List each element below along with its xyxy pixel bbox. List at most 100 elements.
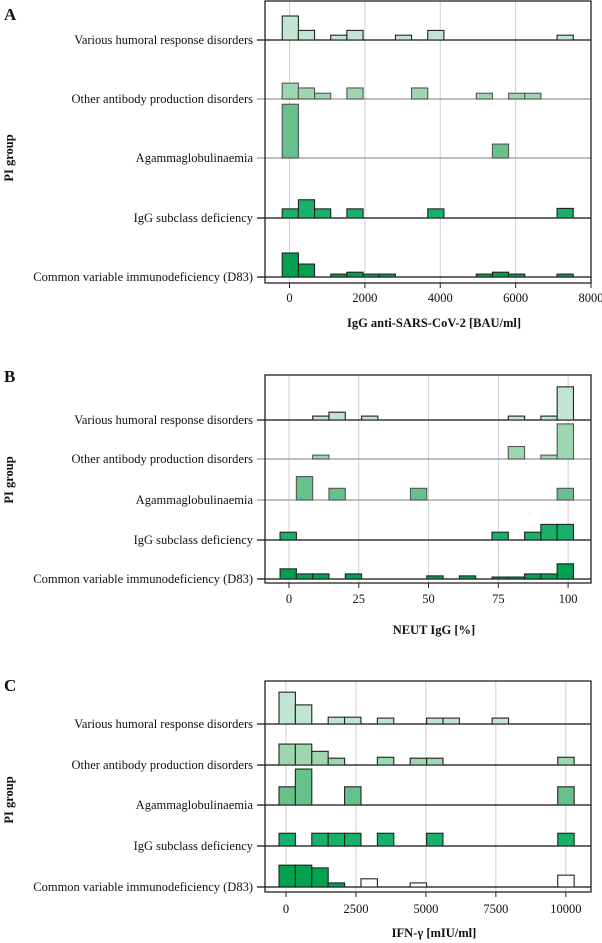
histogram-bar xyxy=(475,273,493,278)
plot-frame xyxy=(264,0,592,284)
x-tick-label: 6000 xyxy=(503,291,528,305)
x-axis-title: NEUT IgG [%] xyxy=(393,623,475,637)
histogram-bar xyxy=(344,786,362,806)
histogram-bar xyxy=(491,531,509,541)
histogram-bar xyxy=(376,756,395,766)
row-label: Other antibody production disorders xyxy=(71,452,253,466)
x-tick-label: 100 xyxy=(559,592,578,606)
x-tick-label: 8000 xyxy=(579,291,602,305)
histogram-bar xyxy=(360,878,378,888)
histogram-bar xyxy=(427,208,445,219)
histogram-bar xyxy=(328,411,346,421)
histogram-bar xyxy=(297,263,316,278)
histogram-bar xyxy=(540,573,558,580)
histogram-bar xyxy=(524,531,542,541)
row-label: Other antibody production disorders xyxy=(71,758,253,772)
histogram-bar xyxy=(346,29,364,41)
histogram-bar xyxy=(279,531,297,541)
x-tick-label: 0 xyxy=(286,291,292,305)
histogram-bar xyxy=(491,143,510,159)
histogram-bar xyxy=(557,874,575,888)
ridge-row: IgG subclass deficiency xyxy=(134,199,591,225)
y-axis-title: PI group xyxy=(2,134,16,181)
row-label: Agammaglobulinaemia xyxy=(136,798,254,812)
histogram-bar xyxy=(327,757,346,766)
row-label: IgG subclass deficiency xyxy=(134,533,254,547)
histogram-bar xyxy=(378,273,396,278)
histogram-bar xyxy=(556,386,575,421)
histogram-bar xyxy=(556,487,575,501)
x-tick-label: 50 xyxy=(422,592,435,606)
histogram-bar xyxy=(312,573,330,580)
row-label: Common variable immunodeficiency (D83) xyxy=(33,880,253,894)
panel-letter: C xyxy=(4,676,16,695)
histogram-bar xyxy=(294,704,313,725)
histogram-bar xyxy=(557,832,575,847)
histogram-bar xyxy=(540,523,558,541)
histogram-bar xyxy=(295,476,314,501)
x-tick-label: 4000 xyxy=(428,291,453,305)
histogram-bar xyxy=(507,415,526,421)
histogram-bar xyxy=(297,87,316,100)
x-tick-label: 75 xyxy=(492,592,505,606)
histogram-bar xyxy=(314,208,332,219)
row-label: Common variable immunodeficiency (D83) xyxy=(33,572,253,586)
histogram-bar xyxy=(361,415,379,421)
histogram-bar xyxy=(362,273,380,278)
histogram-bar xyxy=(314,92,332,100)
histogram-bar xyxy=(508,92,526,100)
histogram-bar xyxy=(279,568,297,580)
histogram-bar xyxy=(311,867,329,888)
histogram-bar xyxy=(344,573,363,580)
ridge-row: Common variable immunodeficiency (D83) xyxy=(33,864,591,894)
plot-frame xyxy=(264,374,592,584)
row-label: Common variable immunodeficiency (D83) xyxy=(33,270,253,284)
histogram-bar xyxy=(281,252,299,278)
x-tick-label: 2000 xyxy=(352,291,377,305)
histogram-bar xyxy=(330,273,348,278)
histogram-bar xyxy=(278,832,296,847)
histogram-bar xyxy=(281,103,299,159)
histogram-bar xyxy=(327,716,346,725)
ridge-row: Common variable immunodeficiency (D83) xyxy=(33,252,591,284)
histogram-bar xyxy=(556,207,574,219)
x-tick-label: 0 xyxy=(283,902,289,916)
row-label: Various humoral response disorders xyxy=(74,717,253,731)
histogram-bar xyxy=(426,757,444,766)
histogram-bar xyxy=(458,575,477,580)
histogram-bar xyxy=(409,487,428,501)
histogram-bar xyxy=(376,832,395,847)
row-label: Agammaglobulinaemia xyxy=(136,493,254,507)
histogram-bar xyxy=(508,273,526,278)
histogram-bar xyxy=(491,717,510,725)
histogram-bar xyxy=(556,563,575,580)
histogram-bar xyxy=(507,445,526,460)
histogram-bar xyxy=(524,573,542,580)
histogram-bar xyxy=(311,832,329,847)
histogram-bar xyxy=(281,15,299,41)
ridge-row: Various humoral response disorders xyxy=(74,386,591,427)
histogram-bar xyxy=(312,454,330,460)
panel-letter: A xyxy=(4,5,17,24)
panel-c: C PI group Various humoral response disord… xyxy=(2,676,592,940)
row-label: Agammaglobulinaemia xyxy=(136,151,254,165)
x-tick-label: 0 xyxy=(286,592,292,606)
x-tick-label: 5000 xyxy=(413,902,438,916)
ridge-row: Agammaglobulinaemia xyxy=(136,103,591,165)
y-axis-title: PI group xyxy=(2,776,16,823)
histogram-bar xyxy=(344,832,362,847)
ridge-row: IgG subclass deficiency xyxy=(134,523,591,547)
histogram-bar xyxy=(427,29,445,41)
histogram-bar xyxy=(295,573,314,580)
histogram-bar xyxy=(556,273,574,278)
histogram-bar xyxy=(394,34,413,41)
histogram-bar xyxy=(294,743,313,766)
histogram-bar xyxy=(556,523,575,541)
histogram-bar xyxy=(409,757,428,766)
histogram-bar xyxy=(540,454,558,460)
histogram-bar xyxy=(278,786,296,806)
ridge-row: Agammaglobulinaemia xyxy=(136,476,591,507)
histogram-bar xyxy=(278,743,296,766)
histogram-bar xyxy=(281,208,299,219)
